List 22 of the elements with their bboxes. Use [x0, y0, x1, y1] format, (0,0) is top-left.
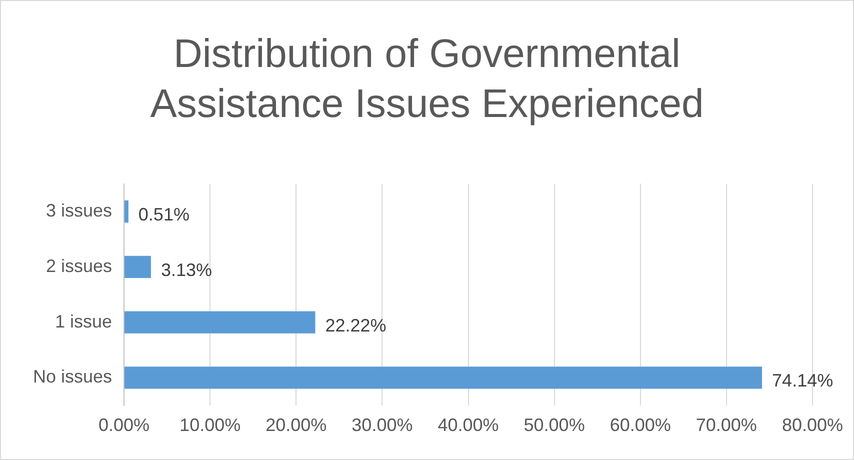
x-tick-label: 30.00% — [352, 415, 413, 436]
data-label: 0.51% — [138, 204, 190, 224]
x-tick-label: 70.00% — [696, 415, 757, 436]
x-tick-label: 50.00% — [524, 415, 585, 436]
x-tick-label: 20.00% — [266, 415, 327, 436]
bar — [124, 200, 128, 223]
y-tick-label: 1 issue — [54, 311, 112, 332]
bar — [124, 256, 151, 278]
x-tick-label: 60.00% — [610, 415, 671, 436]
y-tick-label: No issues — [33, 366, 112, 387]
x-tick-label: 10.00% — [180, 415, 241, 436]
data-label: 3.13% — [160, 260, 212, 280]
bar — [124, 366, 762, 389]
chart-title: Distribution of Governmental Assistance Issues Experienced — [149, 31, 705, 128]
data-label: 22.22% — [325, 315, 386, 336]
data-label: 74.14% — [772, 370, 834, 391]
bar — [124, 311, 316, 334]
x-tick-label: 40.00% — [438, 415, 499, 436]
x-tick-label: 80.00% — [782, 415, 844, 436]
x-tick-label: 0.00% — [98, 415, 150, 436]
y-tick-label: 3 issues — [46, 200, 112, 220]
y-tick-label: 2 issues — [46, 256, 112, 276]
